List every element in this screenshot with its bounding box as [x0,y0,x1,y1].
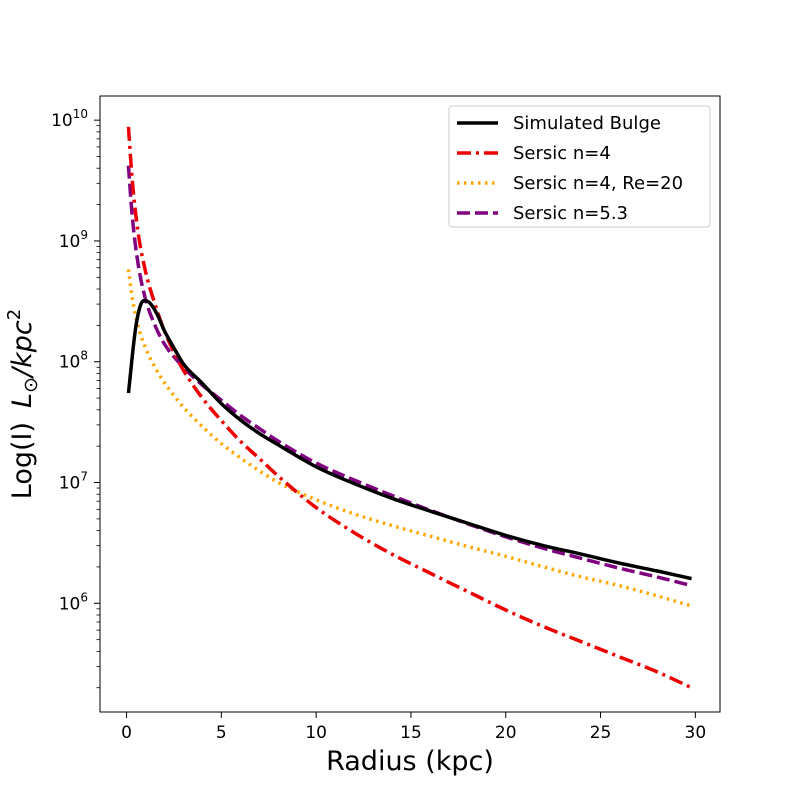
y-axis-label-unit-sup: 2 [4,309,25,320]
legend-label: Simulated Bulge [513,113,661,134]
series-line [126,165,692,588]
y-tick-label: 108 [59,349,88,373]
y-axis-label-unit-l: L [7,393,38,408]
x-tick-label: 30 [685,723,707,743]
x-tick-label: 10 [305,723,327,743]
legend-label: Sersic n=4 [513,143,611,164]
y-axis-label: Log(I) L⊙/kpc2 [4,309,42,499]
legend: Simulated Bulge Sersic n=4 Sersic n=4, Re=… [448,105,711,228]
legend-items: Simulated Bulge Sersic n=4 Sersic n=4, Re=… [457,113,683,224]
y-axis-label-unit-sub: ⊙ [20,377,42,393]
series-line [126,269,693,608]
x-tick-label: 20 [495,723,517,743]
x-axis-label: Radius (kpc) [326,746,494,777]
y-axis-ticks: 106 107 108 109 1010 [51,107,100,689]
y-tick-label: 1010 [51,107,88,131]
x-tick-label: 25 [590,723,612,743]
series-layer [126,126,693,690]
series-line [126,298,692,581]
y-tick-label: 106 [59,590,88,614]
plot-frame [99,95,721,713]
x-tick-label: 5 [216,723,227,743]
x-axis-ticks: 0 5 10 15 20 25 30 [121,712,706,743]
series-line [126,126,693,690]
y-axis-label-prefix: Log(I) [7,422,38,499]
legend-label: Sersic n=4, Re=20 [513,173,683,194]
x-tick-label: 15 [400,723,422,743]
y-tick-label: 109 [59,228,88,252]
legend-box [448,105,711,228]
y-axis-label-unit-rest: /kpc [7,320,38,379]
legend-label: Sersic n=5.3 [513,203,628,224]
y-tick-label: 107 [59,470,88,494]
x-tick-label: 0 [121,723,132,743]
